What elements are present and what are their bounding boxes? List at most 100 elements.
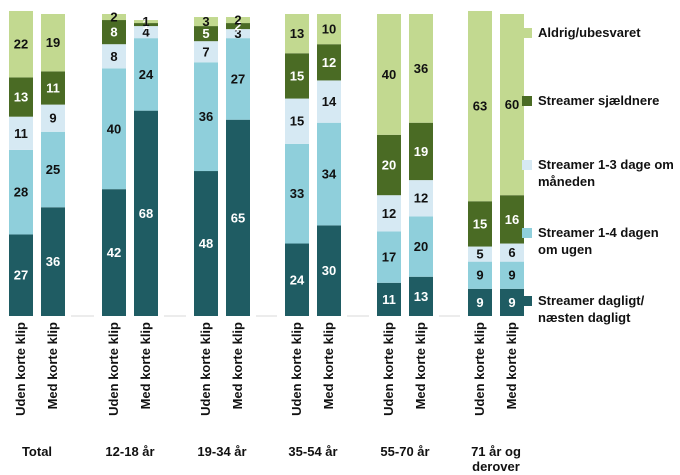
segment-value-label: 9 xyxy=(49,111,56,126)
legend-item: Streamer sjældnere xyxy=(522,92,678,109)
segment-value-label: 40 xyxy=(382,67,396,82)
bar-segment xyxy=(226,29,250,39)
bar-category-label: Med korte klip xyxy=(230,322,245,409)
segment-value-label: 11 xyxy=(46,80,60,95)
segment-value-label: 3 xyxy=(234,26,241,41)
segment-value-label: 20 xyxy=(382,158,396,173)
bar-segment xyxy=(102,20,126,45)
bar-category-label: Uden korte klip xyxy=(381,322,396,416)
segment-value-label: 30 xyxy=(322,263,336,278)
legend-swatch xyxy=(522,96,532,106)
segment-value-label: 20 xyxy=(414,239,428,254)
bar-category-label: Uden korte klip xyxy=(289,322,304,416)
segment-value-label: 6 xyxy=(508,245,515,260)
legend-item: Streamer dagligt/ næsten dagligt xyxy=(522,292,678,326)
segment-value-label: 33 xyxy=(290,186,304,201)
bar-segment xyxy=(317,225,341,316)
legend-swatch xyxy=(522,228,532,238)
segment-value-label: 9 xyxy=(476,268,483,283)
legend-label: Streamer dagligt/ næsten dagligt xyxy=(538,293,645,325)
bar-segment xyxy=(285,14,309,54)
bar-segment xyxy=(409,180,433,217)
bar-segment xyxy=(41,14,65,72)
segment-value-label: 22 xyxy=(14,37,28,52)
segment-value-label: 8 xyxy=(110,25,117,40)
bar-segment xyxy=(285,98,309,144)
segment-value-label: 42 xyxy=(107,245,121,260)
segment-value-label: 10 xyxy=(322,22,336,37)
bar-segment xyxy=(468,246,492,262)
segment-value-label: 9 xyxy=(476,295,483,310)
segment-value-label: 15 xyxy=(473,216,487,231)
legend-item: Streamer 1-3 dage om måneden xyxy=(522,156,678,190)
segment-value-label: 60 xyxy=(505,97,519,112)
group-labels-layer: Total 12-18 år 19-34 år 35-54 år 55-70 år 71 … xyxy=(22,444,521,474)
segment-value-label: 15 xyxy=(290,68,304,83)
segment-value-label: 13 xyxy=(414,289,428,304)
bar-segment xyxy=(9,116,33,150)
bars-layer xyxy=(9,10,524,317)
segment-value-label: 11 xyxy=(14,126,28,141)
bar-segment xyxy=(226,17,250,24)
segment-value-label: 36 xyxy=(46,254,60,269)
bar-segment xyxy=(468,10,492,202)
bar-segment xyxy=(500,14,524,196)
bar-segment xyxy=(377,282,401,316)
bar-segment xyxy=(134,26,158,39)
segment-value-label: 5 xyxy=(202,26,209,41)
bar-category-label: Med korte klip xyxy=(138,322,153,409)
segment-value-label: 19 xyxy=(46,35,60,50)
segment-value-label: 1 xyxy=(142,17,149,32)
segment-value-label: 12 xyxy=(382,206,396,221)
bar-segment xyxy=(377,195,401,232)
bar-segment xyxy=(9,149,33,235)
bar-segment xyxy=(285,53,309,99)
segment-value-label: 1 xyxy=(142,14,149,29)
bar-segment xyxy=(134,110,158,316)
legend-swatch xyxy=(522,160,532,170)
legend-swatch xyxy=(522,28,532,38)
bar-segment xyxy=(9,10,33,78)
segment-value-label: 16 xyxy=(505,212,519,227)
segment-value-label: 24 xyxy=(139,67,154,82)
bar-segment xyxy=(317,44,341,81)
group-label: 71 år og derover xyxy=(471,444,521,474)
segment-value-label: 13 xyxy=(290,26,304,41)
bar-category-label: Med korte klip xyxy=(413,322,428,409)
segment-value-label: 14 xyxy=(322,94,337,109)
bar-segment xyxy=(409,216,433,277)
bar-category-label: Uden korte klip xyxy=(106,322,121,416)
segment-value-label: 65 xyxy=(231,210,245,225)
bar-segment xyxy=(377,231,401,283)
segment-value-label: 68 xyxy=(139,206,153,221)
bar-category-label: Uden korte klip xyxy=(198,322,213,416)
group-label: 55-70 år xyxy=(380,444,429,459)
bar-segment xyxy=(41,207,65,316)
bar-segment xyxy=(194,62,218,172)
segment-value-label: 2 xyxy=(110,10,117,25)
bar-segment xyxy=(500,243,524,262)
bar-segment xyxy=(409,122,433,181)
bar-segment xyxy=(194,171,218,316)
bar-segment xyxy=(285,143,309,244)
segment-value-label: 4 xyxy=(142,25,150,40)
legend-label: Streamer 1-3 dage om måneden xyxy=(538,157,674,189)
bar-segment xyxy=(377,134,401,196)
legend-swatch xyxy=(522,296,532,306)
segment-value-label: 24 xyxy=(290,272,305,287)
legend: Aldrig/ubesvaret Streamer sjældnere Stream… xyxy=(522,0,680,340)
bar-segment xyxy=(194,17,218,27)
bar-segment xyxy=(500,195,524,244)
segment-value-label: 3 xyxy=(202,14,209,29)
segment-value-label: 9 xyxy=(508,268,515,283)
bar-category-label: Med korte klip xyxy=(321,322,336,409)
bar-category-label: Uden korte klip xyxy=(472,322,487,416)
bar-category-label: Med korte klip xyxy=(504,322,519,409)
bar-segment xyxy=(377,14,401,135)
legend-label: Streamer 1-4 dagen om ugen xyxy=(538,225,659,257)
bar-category-label: Uden korte klip xyxy=(13,322,28,416)
legend-item: Streamer 1-4 dagen om ugen xyxy=(522,224,678,258)
bar-segment xyxy=(41,131,65,208)
